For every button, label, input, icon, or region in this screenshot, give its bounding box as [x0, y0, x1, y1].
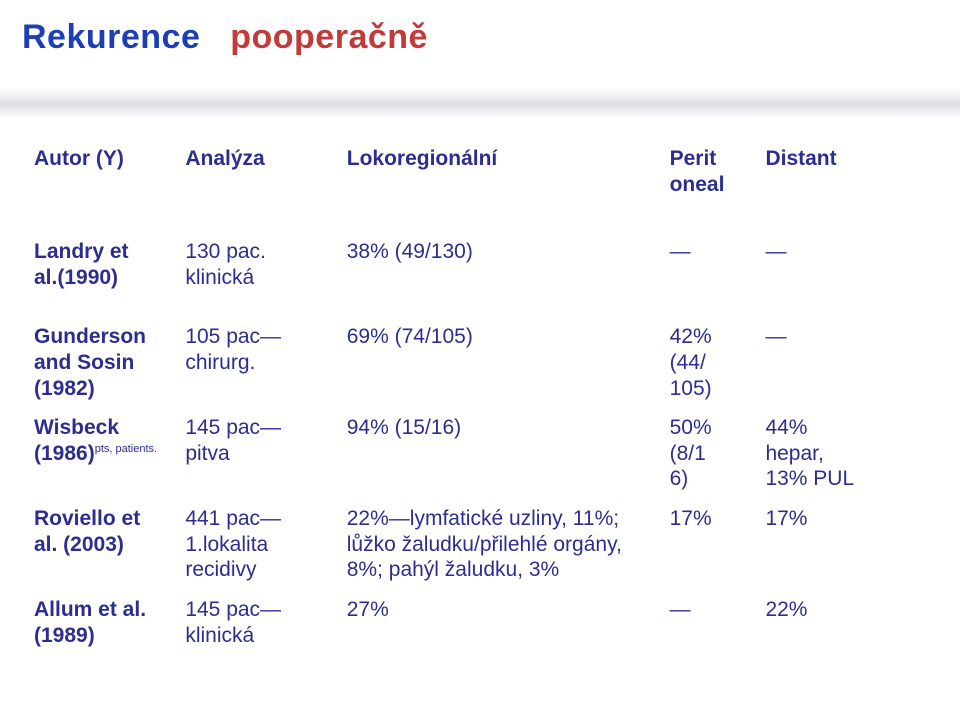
cell-perit: 42% (44/ 105) [662, 324, 758, 401]
content-area: Autor (Y) Analýza Lokoregionální Perit o… [0, 118, 960, 648]
cell-dist: 17% [757, 506, 934, 583]
loco-l2: lůžko žaludku/přilehlé orgány, [347, 533, 622, 556]
cell-analysis: 130 pac. klinická [177, 239, 338, 290]
col-author: Autor (Y) [26, 146, 177, 205]
author-l1: Landry et [34, 240, 129, 263]
cell-perit: — [662, 239, 758, 290]
dist-l2: hepar, [765, 441, 926, 467]
title-spacer [210, 18, 220, 56]
author-l2: and Sosin [34, 351, 134, 374]
cell-perit: — [662, 597, 758, 648]
cell-analysis: 145 pac— klinická [177, 597, 338, 648]
analysis-l2: chirurg. [185, 351, 255, 374]
cell-author: Gunderson and Sosin (1982) [26, 324, 177, 401]
table-row: Wisbeck (1986)pts, patients. 145 pac— pi… [26, 415, 934, 492]
perit-l2: (8/1 [670, 442, 706, 465]
spacer [26, 583, 934, 597]
cell-author: Landry et al.(1990) [26, 239, 177, 290]
analysis-l2: klinická [185, 266, 254, 289]
dist-l3: 13% PUL [765, 466, 926, 492]
analysis-l2: 1.lokalita [185, 533, 268, 556]
title-word-2: pooperačně [230, 18, 428, 56]
dist-l1: 44% [765, 415, 926, 441]
col-distant: Distant [757, 146, 934, 205]
title-band: Rekurence pooperačně [0, 0, 960, 118]
spacer [26, 492, 934, 506]
cell-dist: — [757, 324, 934, 401]
cell-perit: 17% [662, 506, 758, 583]
author-superscript: pts, patients. [95, 443, 157, 455]
analysis-l1: 105 pac— [185, 325, 281, 348]
cell-loco: 38% (49/130) [339, 239, 662, 290]
author-l2: al.(1990) [34, 266, 118, 289]
table-header-row: Autor (Y) Analýza Lokoregionální Perit o… [26, 146, 934, 205]
cell-loco: 69% (74/105) [339, 324, 662, 401]
title-word-1: Rekurence [22, 18, 200, 56]
author-l1: Roviello et [34, 507, 140, 530]
col-peritoneal: Perit oneal [662, 146, 758, 205]
analysis-l1: 441 pac— [185, 507, 281, 530]
analysis-l1: 130 pac. [185, 240, 266, 263]
cell-author: Allum et al. (1989) [26, 597, 177, 648]
loco-l1: 22%—lymfatické uzliny, 11%; [347, 507, 619, 530]
author-l2: al. (2003) [34, 533, 124, 556]
table-row: Gunderson and Sosin (1982) 105 pac— chir… [26, 324, 934, 401]
slide-page: Rekurence pooperačně Autor (Y) Analýza L… [0, 0, 960, 720]
analysis-l1: 145 pac— [185, 598, 281, 621]
cell-dist: — [757, 239, 934, 290]
analysis-l3: recidivy [185, 558, 256, 581]
cell-dist: 22% [757, 597, 934, 648]
cell-author: Wisbeck (1986)pts, patients. [26, 415, 177, 492]
cell-loco: 27% [339, 597, 662, 648]
analysis-l1: 145 pac— [185, 416, 281, 439]
author-l1: Gunderson [34, 325, 146, 348]
cell-author: Roviello et al. (2003) [26, 506, 177, 583]
cell-dist: 44% hepar, 13% PUL [757, 415, 934, 492]
spacer [26, 205, 934, 239]
perit-l3: 105) [670, 377, 712, 400]
col-peritoneal-l1: Perit [670, 147, 717, 170]
col-locoregional: Lokoregionální [339, 146, 662, 205]
perit-l1: 42% [670, 325, 712, 348]
analysis-l2: pitva [185, 442, 229, 465]
cell-loco: 22%—lymfatické uzliny, 11%; lůžko žaludk… [339, 506, 662, 583]
author-l1: Allum et al. [34, 598, 146, 621]
cell-analysis: 105 pac— chirurg. [177, 324, 338, 401]
cell-loco: 94% (15/16) [339, 415, 662, 492]
author-l3: (1982) [34, 377, 95, 400]
loco-l3: 8%; pahýl žaludku, 3% [347, 558, 559, 581]
cell-analysis: 145 pac— pitva [177, 415, 338, 492]
author-l2: (1989) [34, 624, 95, 647]
slide-title: Rekurence pooperačně [22, 18, 960, 57]
author-l1: Wisbeck [34, 416, 119, 439]
analysis-l2: klinická [185, 624, 254, 647]
col-peritoneal-l2: oneal [670, 173, 725, 196]
table-row: Roviello et al. (2003) 441 pac— 1.lokali… [26, 506, 934, 583]
table-row: Allum et al. (1989) 145 pac— klinická 27… [26, 597, 934, 648]
col-analysis: Analýza [177, 146, 338, 205]
author-l2: (1986) [34, 442, 95, 465]
cell-perit: 50% (8/1 6) [662, 415, 758, 492]
table-row: Landry et al.(1990) 130 pac. klinická 38… [26, 239, 934, 290]
recurrence-table: Autor (Y) Analýza Lokoregionální Perit o… [26, 146, 934, 648]
perit-l2: (44/ [670, 351, 706, 374]
perit-l3: 6) [670, 467, 689, 490]
spacer [26, 290, 934, 324]
spacer [26, 401, 934, 415]
perit-l1: 50% [670, 416, 712, 439]
cell-analysis: 441 pac— 1.lokalita recidivy [177, 506, 338, 583]
